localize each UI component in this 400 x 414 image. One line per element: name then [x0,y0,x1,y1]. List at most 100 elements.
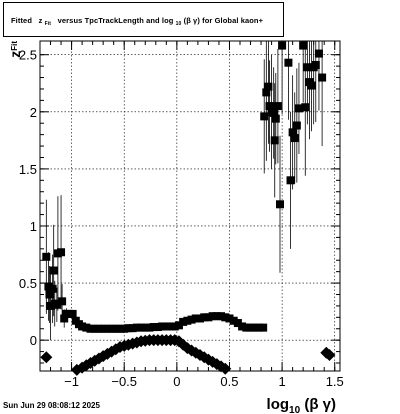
title-part-5: 10 [175,21,182,27]
data-point-square [82,323,91,332]
data-point-square [145,323,154,332]
y-tick-label: 1.5 [19,162,37,177]
data-point-square [78,322,87,331]
data-point-square [107,324,116,333]
data-point-square [158,322,167,331]
data-point-square [90,324,99,333]
data-point-square [299,41,308,50]
data-point-square [99,324,108,333]
data-point-square [57,248,66,257]
data-point-diamond [40,351,53,364]
data-point-square [271,114,280,123]
title-part-1: Fitted [11,16,33,25]
data-point-square [242,323,251,332]
data-point-square [153,323,162,332]
data-point-square [141,323,150,332]
data-point-square [260,112,269,121]
y-tick-label: 1 [30,219,37,234]
data-point-square [137,323,146,332]
y-axis-label: zFit [7,41,23,58]
data-point-square [250,323,259,332]
data-point-square [276,200,284,209]
data-point-square [225,314,234,323]
y-tick-label: 0 [30,333,37,348]
x-tick-label: 0.5 [220,374,238,389]
data-point-square [208,312,217,321]
data-point-square [166,322,175,331]
data-point-square [303,63,312,72]
data-point-square [86,324,95,333]
data-point-square [264,82,273,91]
data-point-square [286,176,295,185]
data-point-square [170,322,179,331]
data-point-square [204,313,213,322]
data-point-square [162,322,171,331]
chart-title: Fitted z Fit versus TpcTrackLength and l… [11,16,264,27]
data-point-square [116,324,124,333]
title-part-4: versus TpcTrackLength and log [57,16,174,25]
data-point-square [46,301,55,310]
data-point-square [200,313,209,322]
data-point-square [238,322,247,331]
data-point-square [149,323,158,332]
chart-title-box: Fitted z Fit versus TpcTrackLength and l… [3,2,284,37]
data-point-square [311,60,320,69]
data-point-square [292,121,301,130]
data-point-square [269,108,278,117]
data-point-square [318,73,327,82]
x-axis-label: log10 (β γ) [267,396,336,414]
x-tick-label: −1 [64,374,79,389]
data-point-square [124,324,133,333]
data-point-square [52,300,61,309]
data-point-square [42,252,51,261]
x-tick-label: 0 [173,374,180,389]
data-point-square [221,313,230,322]
data-point-square [58,297,67,306]
data-point-square [45,290,54,299]
data-point-square [270,136,279,145]
data-point-square [60,314,69,323]
data-point-square [183,316,192,325]
data-point-square [120,324,129,333]
data-point-square [68,309,77,318]
data-point-square [273,102,282,111]
title-part-6: (β γ) for Global kaon+ [183,16,264,25]
data-point-square [301,103,310,112]
data-point-square [179,317,188,326]
data-point-square [229,316,238,325]
data-point-square [212,312,221,321]
y-tick-label: 0.5 [19,276,37,291]
data-point-square [254,323,263,332]
data-point-square [217,312,226,321]
data-point-square [191,314,200,323]
y-tick-label: 2 [30,105,37,120]
x-tick-label: 1.5 [326,374,344,389]
plot-frame [39,40,341,372]
data-point-square [49,266,58,275]
y-tick-label: 2.5 [19,48,37,63]
data-point-square [94,324,103,333]
data-point-square [246,323,255,332]
data-point-square [132,323,141,332]
data-point-square [284,58,293,67]
data-point-square [288,128,297,137]
data-point-diamond [323,349,336,362]
data-point-square [259,323,268,332]
data-point-square [103,324,112,333]
title-part-2: z [38,16,43,25]
data-point-square [233,319,242,328]
data-point-square [174,321,183,330]
data-point-square [314,49,323,58]
data-point-square [44,282,53,291]
data-point-square [290,134,299,143]
data-point-square [48,284,57,293]
data-point-square [187,315,196,324]
data-point-square [294,104,303,113]
timestamp: Sun Jun 29 08:08:12 2025 [3,401,100,410]
data-point-square [128,324,137,333]
x-tick-label: 1 [278,374,285,389]
data-point-square [111,324,120,333]
data-point-square [265,102,274,111]
data-point-square [307,81,316,90]
